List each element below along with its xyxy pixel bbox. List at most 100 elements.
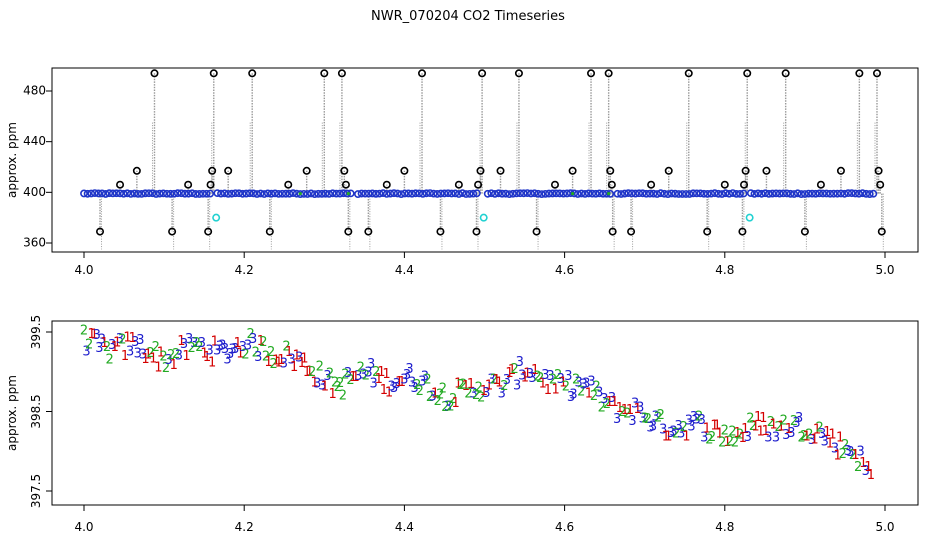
series-2-marker: 2	[695, 409, 703, 424]
baseline-point	[191, 190, 200, 198]
baseline-point	[512, 189, 521, 198]
series-2-marker: 2	[172, 347, 180, 362]
baseline-point	[213, 189, 222, 198]
baseline-point	[188, 189, 197, 198]
baseline-point	[725, 189, 734, 198]
baseline-point	[220, 189, 229, 198]
series-3-marker: 3	[226, 347, 234, 362]
series-2-marker: 2	[475, 381, 483, 396]
baseline-point	[678, 190, 687, 198]
series-2-marker: 2	[534, 369, 542, 384]
series-2-marker: 2	[459, 377, 467, 392]
series-2-marker: 2	[623, 407, 631, 422]
series-3-marker: 3	[134, 346, 142, 361]
series-2-marker: 2	[790, 414, 798, 429]
outlier-point	[647, 180, 656, 189]
baseline-point	[833, 189, 842, 198]
outlier-point	[204, 227, 213, 236]
bottom-x-tick-label: 4.0	[74, 520, 93, 534]
top-y-tick-label: 480	[23, 84, 46, 98]
series-2-marker: 2	[536, 371, 544, 386]
series-1-marker: 1	[431, 386, 439, 401]
series-2-marker: 2	[118, 333, 126, 348]
series-1-marker: 1	[375, 372, 383, 387]
baseline-point	[231, 189, 240, 198]
top-x-tick-label: 4.2	[235, 263, 254, 277]
bottom-panel: 2321133312231132113133331121211223212313…	[5, 315, 919, 534]
series-1-marker: 1	[864, 460, 872, 475]
baseline-point	[819, 189, 827, 198]
series-3-marker: 3	[669, 424, 677, 439]
series-2-marker: 2	[572, 373, 580, 388]
series-3-marker: 3	[567, 390, 575, 405]
baseline-point	[137, 189, 146, 198]
baseline-point	[404, 189, 413, 198]
baseline-point	[624, 189, 633, 198]
outlier-point	[436, 227, 445, 236]
bottom-y-axis: 397.5 398.5 399.5	[29, 315, 52, 508]
baseline-point	[689, 189, 698, 198]
baseline-point	[415, 189, 424, 198]
series-3-marker: 3	[651, 410, 659, 425]
series-3-marker: 3	[198, 336, 206, 351]
baseline-point	[328, 189, 337, 198]
series-2-marker: 2	[195, 340, 203, 355]
series-3-marker: 3	[82, 344, 90, 359]
series-2-marker: 2	[590, 389, 598, 404]
series-3-marker: 3	[639, 412, 647, 427]
series-1-marker: 1	[769, 418, 777, 433]
series-3-marker: 3	[354, 369, 362, 384]
baseline-point	[851, 189, 860, 198]
series-2-marker: 2	[618, 405, 626, 420]
series-1-marker: 1	[785, 422, 793, 437]
baseline-point	[372, 189, 380, 198]
cyan-point	[745, 213, 754, 222]
series-3-marker: 3	[403, 368, 411, 383]
baseline-point	[159, 189, 168, 198]
baseline-point	[260, 190, 269, 198]
series-3-marker: 3	[239, 340, 247, 355]
baseline-point	[519, 189, 528, 198]
series-3-marker: 3	[126, 345, 134, 360]
series-3-marker: 3	[795, 411, 803, 426]
series-3-marker: 3	[857, 444, 865, 459]
series-2-marker: 2	[849, 448, 857, 463]
series-3-marker: 3	[221, 342, 229, 357]
series-1-marker: 1	[741, 422, 749, 437]
cyan-point	[212, 213, 221, 222]
series-2-marker: 2	[549, 373, 557, 388]
series-3-marker: 3	[677, 427, 685, 442]
baseline-point	[101, 190, 110, 198]
baseline-point	[472, 189, 481, 198]
baseline-point	[855, 189, 863, 198]
baseline-point	[483, 189, 492, 198]
series-3-marker: 3	[631, 397, 639, 412]
baseline-point	[563, 189, 571, 198]
series-1-marker: 1	[100, 336, 108, 351]
baseline-point	[206, 189, 215, 198]
baseline-point	[87, 189, 96, 198]
series-2-marker: 2	[510, 362, 518, 377]
outlier-point	[604, 69, 613, 78]
outlier-point	[340, 166, 349, 175]
baseline-point	[530, 189, 539, 198]
series-1-marker: 1	[531, 363, 539, 378]
series-2-marker: 2	[241, 347, 249, 362]
series-2-marker: 2	[262, 350, 270, 365]
baseline-point	[285, 189, 294, 198]
baseline-point	[764, 189, 773, 198]
baseline-point	[548, 189, 557, 198]
series-1-marker: 1	[285, 345, 293, 360]
series-3-marker: 3	[690, 410, 698, 425]
bottom-x-tick-label: 4.4	[395, 520, 414, 534]
series-2-marker: 2	[357, 360, 365, 375]
series-1-marker: 1	[710, 418, 718, 433]
outlier-point	[96, 227, 105, 236]
series-3-marker: 3	[482, 386, 490, 401]
baseline-point	[847, 189, 856, 198]
series-3-marker: 3	[408, 376, 416, 391]
baseline-point	[195, 190, 204, 198]
series-2-marker: 2	[705, 433, 713, 448]
series-2-marker: 2	[708, 430, 716, 445]
